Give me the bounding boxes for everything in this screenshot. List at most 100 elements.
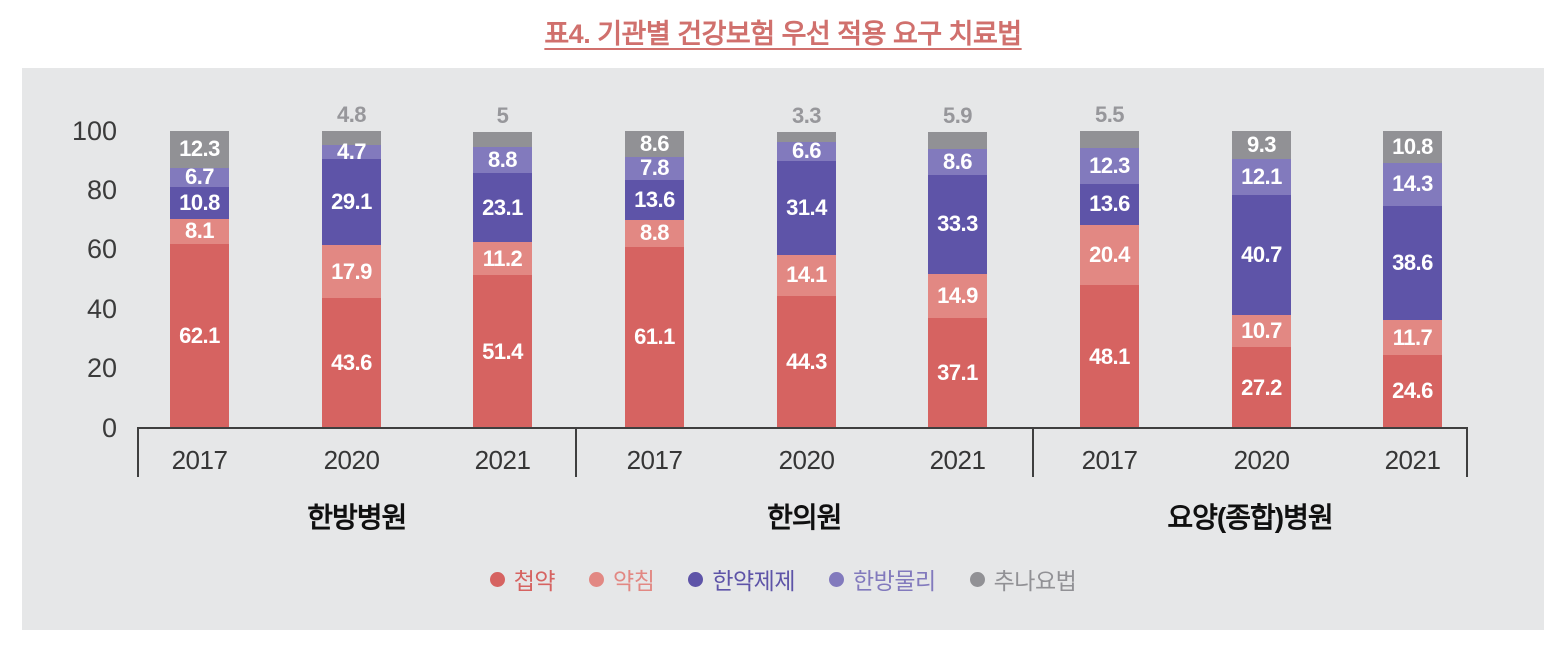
bar-segment-약침: 20.4	[1080, 224, 1139, 286]
bar-value-label: 8.8	[639, 220, 670, 246]
bar-segment-첩약: 51.4	[473, 275, 532, 428]
bar-segment-추나요법	[322, 130, 381, 145]
bar-value-label: 11.2	[482, 245, 523, 271]
group-label: 한의원	[767, 502, 842, 533]
y-axis-tick-label: 0	[101, 412, 117, 443]
bar-segment-한약제제: 23.1	[473, 173, 532, 243]
stacked-bar: 10.8 14.3 38.6 11.7 24.6	[1383, 131, 1442, 428]
bar-segment-약침: 10.7	[1232, 315, 1291, 348]
bar-value-label: 6.6	[791, 138, 822, 164]
bar-segment-한방물리: 6.7	[170, 164, 229, 190]
y-axis-tick-label: 100	[71, 115, 117, 146]
x-axis-year-label: 2017	[626, 445, 683, 475]
legend-dot-icon	[688, 571, 704, 587]
chart-title: 표4. 기관별 건강보험 우선 적용 요구 치료법	[544, 19, 1022, 49]
bar-value-label: 13.6	[1089, 191, 1130, 217]
bar-value-label: 17.9	[331, 258, 372, 284]
bar-value-label: 33.3	[937, 211, 978, 237]
bar-value-label: 38.6	[1392, 249, 1433, 275]
bar-top-value-label: 3.3	[791, 102, 822, 128]
bar-segment-첩약: 43.6	[322, 298, 381, 428]
legend-dot-icon	[489, 571, 505, 587]
bar-value-label: 62.1	[179, 322, 220, 348]
bar-segment-한방물리: 12.1	[1232, 158, 1291, 195]
legend-dot-icon	[829, 571, 844, 587]
bar-segment-첩약: 62.1	[170, 243, 229, 428]
bar-value-label: 14.9	[937, 282, 978, 308]
bar-segment-한약제제: 38.6	[1383, 205, 1442, 321]
bar-segment-추나요법	[928, 131, 987, 150]
bar-segment-추나요법: 10.8	[1383, 131, 1442, 164]
stacked-bar: 8.8 23.1 11.2 51.4	[473, 132, 532, 428]
bar-top-value-label: 4.8	[336, 101, 367, 127]
bar-segment-추나요법: 8.6	[625, 131, 684, 157]
x-axis-group-tick	[1466, 427, 1468, 477]
legend-dot-icon	[969, 571, 985, 587]
bar-segment-한약제제: 29.1	[322, 158, 381, 246]
y-axis-tick-label: 40	[86, 293, 117, 324]
x-axis-year-label: 2017	[1081, 445, 1138, 475]
bar-segment-한약제제: 10.8	[170, 187, 229, 220]
bar-segment-추나요법	[777, 131, 836, 142]
group-label: 요양(종합)병원	[1167, 502, 1333, 533]
bar-segment-한방물리: 14.3	[1383, 163, 1442, 206]
bar-value-label: 20.4	[1089, 241, 1130, 267]
bar-segment-첩약: 27.2	[1232, 347, 1291, 428]
bar-value-label: 40.7	[1241, 241, 1282, 267]
x-axis-year-label: 2020	[1233, 445, 1290, 475]
legend-item-한방물리: 한방물리	[829, 562, 936, 596]
legend-label: 한약제제	[712, 568, 795, 594]
bar-value-label: 37.1	[937, 359, 978, 385]
bar-segment-약침: 8.1	[170, 218, 229, 244]
y-axis-tick-label: 20	[86, 353, 117, 384]
bar-value-label: 61.1	[634, 324, 675, 350]
bar-segment-약침: 14.9	[928, 273, 987, 318]
bar-value-label: 12.3	[179, 136, 220, 162]
legend-label: 추나요법	[993, 568, 1077, 594]
bar-value-label: 8.6	[942, 148, 973, 174]
bar-segment-한방물리: 4.7	[322, 140, 381, 162]
bar-segment-한약제제: 13.6	[625, 179, 684, 221]
bar-value-label: 14.3	[1392, 171, 1433, 197]
bar-value-label: 43.6	[331, 350, 372, 376]
y-axis-tick-label: 60	[86, 234, 117, 265]
bar-value-label: 27.2	[1241, 374, 1282, 400]
legend: 첩약 약침 한약제제 한방물리 추나요법	[22, 562, 1544, 596]
bar-segment-첩약: 61.1	[625, 246, 684, 428]
bar-segment-약침: 11.2	[473, 242, 532, 276]
bar-segment-추나요법	[1080, 131, 1139, 148]
group-label: 한방병원	[307, 502, 407, 533]
stacked-bar: 12.3 13.6 20.4 48.1	[1080, 131, 1139, 428]
bar-segment-추나요법: 12.3	[170, 131, 229, 168]
bar-top-value-label: 5	[496, 103, 509, 129]
x-axis-year-label: 2017	[171, 445, 228, 475]
bar-value-label: 7.8	[639, 155, 670, 181]
bar-segment-한약제제: 40.7	[1232, 194, 1291, 316]
bar-value-label: 51.4	[482, 338, 523, 364]
x-axis-year-label: 2021	[929, 445, 986, 475]
bar-segment-한약제제: 33.3	[928, 174, 987, 274]
x-axis-group-tick	[1032, 427, 1034, 477]
bar-value-label: 12.3	[1089, 152, 1130, 178]
bar-value-label: 6.7	[184, 164, 215, 190]
bar-value-label: 29.1	[331, 189, 372, 215]
stacked-bar: 8.6 7.8 13.6 8.8 61.1	[625, 131, 684, 428]
bar-segment-추나요법: 9.3	[1232, 131, 1291, 159]
bar-segment-첩약: 44.3	[777, 296, 836, 428]
x-axis-group-tick	[137, 427, 139, 477]
x-axis-line	[138, 427, 1467, 429]
x-axis-group-tick	[574, 427, 577, 477]
bar-segment-첩약: 24.6	[1383, 354, 1442, 428]
bar-value-label: 48.1	[1089, 343, 1130, 369]
bar-value-label: 24.6	[1392, 378, 1433, 404]
bar-value-label: 8.1	[184, 218, 215, 244]
bar-value-label: 13.6	[634, 187, 675, 213]
y-axis-tick-label: 80	[86, 174, 117, 205]
bar-segment-약침: 11.7	[1383, 320, 1442, 355]
stacked-bar: 6.6 31.4 14.1 44.3	[777, 131, 836, 428]
bar-value-label: 8.6	[639, 131, 670, 157]
bar-segment-한방물리: 8.8	[473, 147, 532, 174]
legend-label: 한방물리	[853, 568, 936, 594]
stacked-bar: 12.3 6.7 10.8 8.1 62.1	[170, 131, 229, 428]
x-axis-year-label: 2020	[323, 445, 380, 475]
